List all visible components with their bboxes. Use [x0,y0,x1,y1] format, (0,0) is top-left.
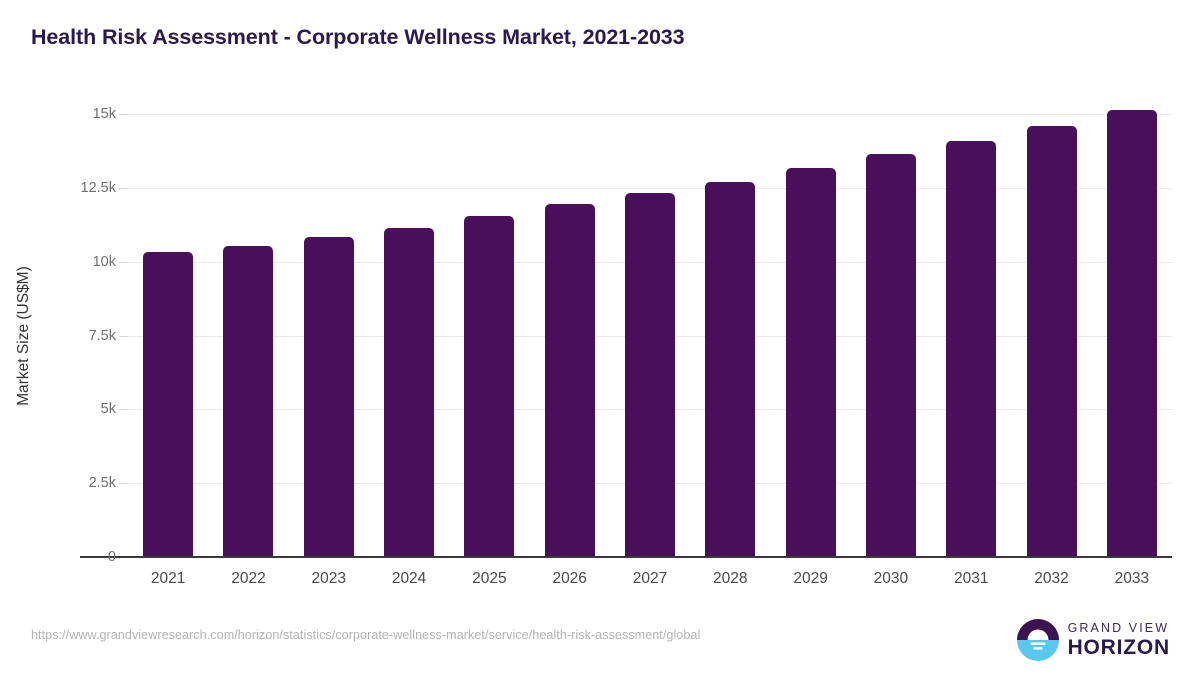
y-tick-mark [119,483,128,485]
bar[interactable] [705,181,756,557]
x-tick-label: 2026 [552,570,587,587]
y-tick-label: 15k [92,106,116,122]
bar[interactable] [785,168,836,557]
x-tick-label: 2031 [953,570,989,587]
brand-logo[interactable]: GRAND VIEW HORIZON [1016,618,1170,662]
y-tick-label: 0 [107,549,116,565]
bar[interactable] [223,246,274,557]
brand-logo-line2: HORIZON [1067,636,1170,660]
bar[interactable] [865,153,916,557]
x-tick-label: 2025 [472,570,507,587]
bar[interactable] [625,192,675,557]
gridline [128,187,1172,189]
bar[interactable] [143,251,194,557]
x-tick-label: 2024 [391,570,427,587]
brand-logo-line1: GRAND VIEW [1067,620,1170,635]
x-tick-label: 2029 [793,570,828,587]
page-title: Health Risk Assessment - Corporate Welln… [31,25,685,49]
brand-logo-text: GRAND VIEW HORIZON [1068,622,1170,659]
y-tick-mark [119,409,128,411]
x-tick-label: 2033 [1114,570,1150,587]
y-tick-mark [119,114,128,115]
x-tick-label: 2022 [231,570,266,587]
plot-area: Market Size (US$M) [15,109,1172,558]
x-tick-label: 2021 [150,570,186,587]
bar[interactable] [303,236,354,557]
y-tick-label: 12.5k [80,179,116,196]
x-tick-label: 2030 [873,570,909,587]
y-tick-mark [119,261,128,263]
grand-view-horizon-sun-icon [1016,619,1059,661]
gridline [128,114,1172,115]
y-tick-label: 2.5k [88,475,116,492]
y-tick-label: 10k [92,253,116,270]
bar[interactable] [464,215,515,557]
y-tick-label: 5k [100,401,116,418]
x-axis-line [80,556,1172,558]
x-tick-label: 2032 [1034,570,1069,587]
x-tick-label: 2023 [311,570,347,587]
y-tick-mark [119,187,128,189]
bar[interactable] [1026,125,1077,557]
bar[interactable] [1106,109,1157,557]
bar[interactable] [946,140,997,557]
source-url[interactable]: https://www.grandviewresearch.com/horizo… [31,628,701,642]
bar[interactable] [384,227,435,557]
bar[interactable] [544,204,595,557]
y-tick-label: 7.5k [88,327,116,344]
x-tick-label: 2027 [632,570,668,587]
x-tick-label: 2028 [713,570,748,587]
y-tick-mark [119,335,128,337]
